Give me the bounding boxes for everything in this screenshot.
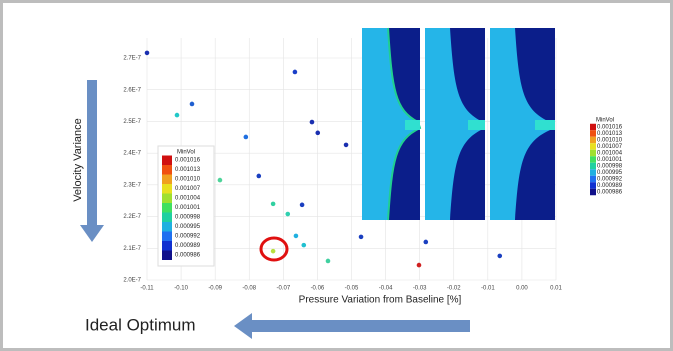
data-point [300, 203, 305, 208]
colorbar-label: 0.001016 [175, 158, 201, 164]
y-tick-label: 2.2E-7 [123, 214, 141, 220]
x-tick-label: -0.11 [140, 286, 154, 292]
colorbar-label: 0.001007 [175, 186, 201, 192]
data-point [326, 259, 331, 264]
data-point [190, 102, 195, 107]
data-point [271, 202, 276, 207]
colorbar-swatch [590, 143, 596, 150]
x-tick-label: -0.02 [447, 286, 461, 292]
y-tick-label: 2.6E-7 [123, 87, 141, 93]
annotation: Ideal Optimum [85, 315, 196, 334]
x-tick-label: -0.01 [481, 286, 495, 292]
colorbar-label: 0.001007 [597, 144, 623, 150]
colorbar-swatch [162, 165, 172, 175]
data-point [293, 70, 298, 75]
data-point [301, 243, 306, 248]
data-point [175, 113, 180, 118]
colorbar-swatch [162, 232, 172, 242]
colorbar-swatch [162, 194, 172, 204]
colorbar-swatch [162, 222, 172, 232]
y-tick-label: 2.7E-7 [123, 56, 141, 62]
x-tick-label: -0.09 [208, 286, 222, 292]
colorbar-label: 0.000995 [175, 224, 201, 230]
colorbar-swatch [590, 169, 596, 176]
colorbar-label: 0.000989 [597, 183, 623, 189]
data-point [145, 51, 150, 56]
colorbar-swatch [162, 213, 172, 223]
colorbar-label: 0.000986 [597, 190, 623, 196]
colorbar-swatch [590, 124, 596, 131]
x-tick-label: -0.03 [413, 286, 427, 292]
data-point [310, 120, 315, 125]
colorbar-label: 0.000986 [175, 253, 201, 259]
data-point [256, 174, 261, 179]
data-point [344, 143, 349, 148]
colorbar-swatch [590, 176, 596, 183]
colorbar-title: MinVol [177, 150, 195, 156]
data-point [244, 135, 249, 140]
colorbar-label: 0.000992 [175, 234, 201, 240]
colorbar-swatch [590, 137, 596, 144]
colorbar-label: 0.000998 [175, 215, 201, 221]
y-tick-label: 2.3E-7 [123, 182, 141, 188]
colorbar-swatch [162, 184, 172, 194]
colorbar-label: 0.000989 [175, 243, 201, 249]
cfd-images [362, 28, 555, 220]
slide: 2.0E-7 2.1E-7 2.2E-7 2.3E-7 2.4E-7 2.5E-7 2.6E… [0, 0, 673, 351]
colorbar-swatch [162, 156, 172, 166]
data-point [359, 235, 364, 240]
data-point [285, 212, 290, 217]
colorbar-label: 0.001013 [597, 131, 623, 137]
colorbar-label: 0.000992 [597, 177, 623, 183]
colorbar-swatch [590, 156, 596, 163]
colorbar-swatch [590, 189, 596, 196]
x-tick-label: -0.10 [174, 286, 188, 292]
colorbar-label: 0.001010 [175, 177, 201, 183]
data-point [294, 234, 299, 239]
colorbar-label: 0.001004 [175, 196, 201, 202]
colorbar-label: 0.001010 [597, 138, 623, 144]
colorbar-swatch [590, 182, 596, 189]
colorbar-label: 0.001013 [175, 167, 201, 173]
colorbar-label: 0.001001 [175, 205, 201, 211]
y-tick-label: 2.5E-7 [123, 119, 141, 125]
colorbar-swatch [162, 175, 172, 185]
colorbar-swatch [162, 203, 172, 213]
colorbar-swatch [590, 150, 596, 157]
data-point [497, 254, 502, 259]
colorbar-label: 0.000998 [597, 164, 623, 170]
data-point [424, 240, 429, 245]
x-tick-label: 0.00 [516, 286, 528, 292]
colorbar-label: 0.001016 [597, 125, 623, 131]
x-tick-label: -0.08 [242, 286, 256, 292]
y-tick-label: 2.4E-7 [123, 151, 141, 157]
colorbar-swatch [590, 130, 596, 137]
y-axis-label: Velocity Variance [72, 118, 84, 202]
x-axis-label: Pressure Variation from Baseline [%] [299, 295, 462, 306]
colorbar-label: 0.001004 [597, 151, 623, 157]
colorbar-swatch [162, 251, 172, 261]
colorbar-label: 0.000995 [597, 170, 623, 176]
data-point [417, 263, 422, 268]
colorbar-swatch [162, 241, 172, 251]
x-tick-label: -0.04 [379, 286, 393, 292]
data-point [315, 131, 320, 136]
colorbar-label: 0.001001 [597, 157, 623, 163]
x-tick-label: -0.06 [311, 286, 325, 292]
y-tick-label: 2.1E-7 [123, 246, 141, 252]
x-tick-label: -0.05 [345, 286, 359, 292]
colorbar-title: MinVol [596, 118, 614, 124]
y-tick-label: 2.0E-7 [123, 278, 141, 284]
x-tick-label: -0.07 [276, 286, 290, 292]
x-tick-label: 0.01 [550, 286, 562, 292]
colorbar-swatch [590, 163, 596, 170]
data-point [218, 178, 223, 183]
data-point [271, 249, 276, 254]
